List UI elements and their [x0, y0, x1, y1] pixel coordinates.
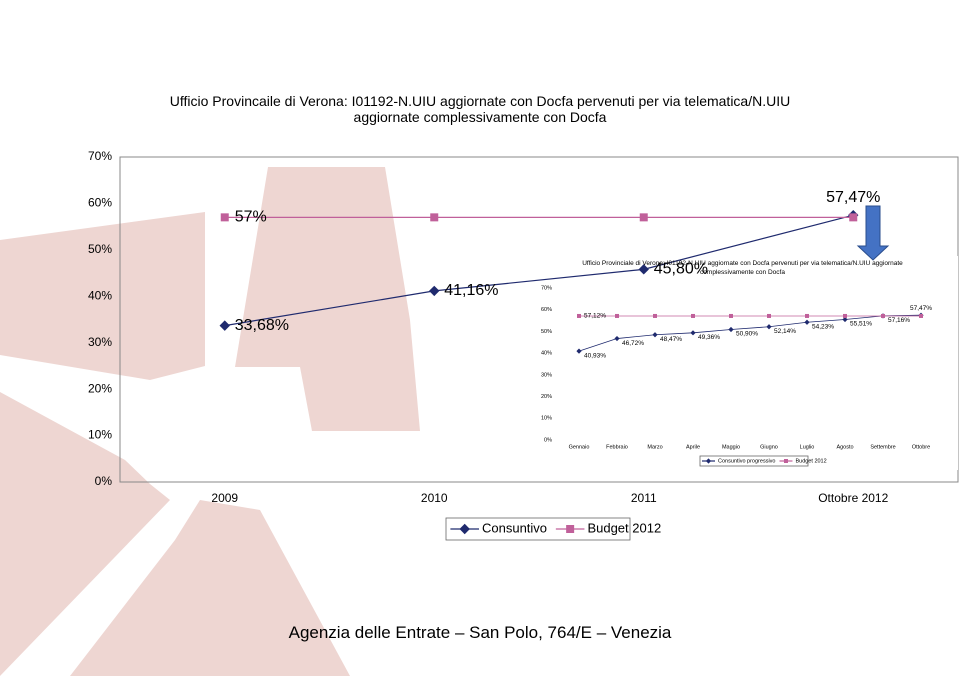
marker: [843, 313, 847, 318]
x-tick-label: Maggio: [722, 444, 740, 450]
bg-shape: [0, 392, 170, 676]
x-tick-label: Agosto: [836, 444, 853, 450]
data-label: 45,80%: [654, 261, 708, 278]
marker: [690, 330, 696, 336]
data-label: 48,47%: [660, 336, 682, 343]
x-tick-label: 2009: [211, 491, 238, 505]
marker: [691, 313, 695, 318]
y-tick-label: 60%: [88, 196, 112, 210]
marker: [783, 459, 788, 463]
arrow: [856, 205, 890, 261]
marker: [919, 313, 923, 318]
x-tick-label: Giugno: [760, 444, 778, 450]
y-tick-label: 20%: [541, 394, 552, 400]
x-tick-label: Aprile: [686, 444, 700, 450]
data-label: 49,36%: [698, 334, 720, 341]
footer: Agenzia delle Entrate – San Polo, 764/E …: [288, 623, 672, 642]
y-tick-label: 70%: [88, 149, 112, 163]
legend-label: Consuntivo progressivo: [718, 458, 775, 464]
data-label: 46,72%: [622, 340, 644, 347]
x-tick-label: Febbraio: [606, 444, 628, 450]
y-tick-label: 20%: [88, 381, 112, 395]
marker: [638, 264, 649, 275]
marker: [652, 332, 658, 338]
marker: [219, 320, 230, 331]
legend-box: [445, 517, 631, 541]
series-line: [578, 314, 922, 352]
marker: [881, 313, 885, 318]
marker: [615, 313, 619, 318]
marker: [430, 213, 439, 222]
marker: [849, 213, 858, 222]
x-tick-label: Gennaio: [569, 444, 590, 450]
chart-title: Ufficio Provincaile di Verona: I01192-N.…: [169, 93, 791, 125]
bg-shape: [235, 167, 420, 431]
y-tick-label: 70%: [541, 285, 552, 291]
y-tick-label: 40%: [541, 351, 552, 357]
marker: [766, 324, 772, 330]
background-shapes: [0, 167, 420, 676]
x-tick-label: Ottobre 2012: [818, 491, 888, 505]
data-label: 57%: [235, 209, 267, 226]
marker: [729, 313, 733, 318]
marker: [614, 335, 620, 342]
data-label: 41,16%: [444, 282, 498, 299]
inset-title: Ufficio Provinciale di Verona: I01192-N.…: [582, 260, 903, 276]
marker: [842, 316, 848, 323]
x-tick-label: Marzo: [647, 444, 662, 450]
legend-label: Consuntivo: [482, 520, 547, 535]
data-label: 57,16%: [888, 317, 910, 324]
y-tick-label: 50%: [541, 329, 552, 335]
data-label: 33,68%: [235, 317, 289, 334]
y-tick-label: 30%: [88, 335, 112, 349]
x-tick-label: Settembre: [870, 444, 895, 450]
bg-shape: [70, 500, 350, 676]
marker: [767, 313, 771, 318]
marker: [639, 213, 648, 222]
marker: [653, 313, 657, 318]
marker: [577, 313, 581, 318]
x-tick-label: Luglio: [800, 444, 815, 450]
y-tick-label: 0%: [95, 474, 113, 488]
data-label: 57,12%: [584, 313, 606, 320]
data-label: 52,14%: [774, 328, 796, 335]
data-label: 54,23%: [812, 324, 834, 331]
inset-background: [540, 256, 958, 470]
marker: [566, 525, 575, 533]
y-tick-label: 60%: [541, 307, 552, 313]
y-tick-label: 0%: [544, 437, 552, 443]
y-tick-label: 40%: [88, 288, 112, 302]
bg-shape: [0, 212, 205, 380]
marker: [576, 348, 582, 354]
legend-label: Budget 2012: [795, 458, 826, 464]
y-tick-label: 10%: [541, 416, 552, 422]
y-tick-label: 10%: [88, 428, 112, 442]
legend-label: Budget 2012: [587, 520, 661, 535]
marker: [429, 285, 440, 297]
marker: [459, 523, 470, 535]
data-label: 40,93%: [584, 352, 606, 359]
legend-box: [699, 455, 809, 467]
y-tick-label: 30%: [541, 372, 552, 378]
marker: [728, 326, 734, 333]
marker: [705, 458, 712, 464]
y-tick-label: 50%: [88, 242, 112, 256]
x-tick-label: 2011: [631, 491, 657, 505]
x-tick-label: Ottobre: [912, 444, 930, 450]
data-label: 57,47%: [826, 189, 880, 206]
data-label: 57,47%: [910, 305, 932, 312]
data-label: 55,51%: [850, 321, 872, 328]
data-label: 50,90%: [736, 331, 758, 338]
marker: [804, 319, 810, 325]
x-tick-label: 2010: [421, 491, 448, 505]
series-line: [224, 214, 854, 327]
marker: [805, 313, 809, 318]
marker: [220, 213, 229, 222]
